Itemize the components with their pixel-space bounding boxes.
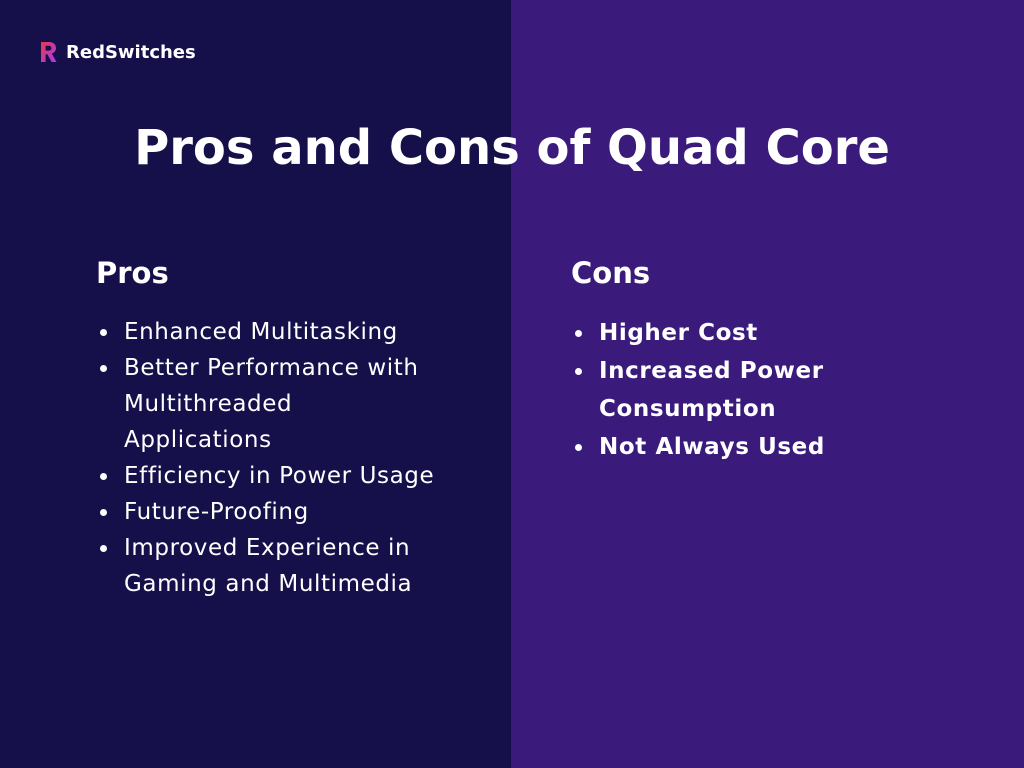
- list-item: Efficiency in Power Usage: [96, 458, 436, 494]
- list-item-text: Better Performance with Multithreaded Ap…: [124, 355, 419, 453]
- list-item-text: Efficiency in Power Usage: [124, 463, 435, 489]
- bullet-icon: [100, 509, 107, 516]
- redswitches-logo-icon: [41, 42, 57, 62]
- page-title: Pros and Cons of Quad Core: [134, 120, 890, 176]
- list-item: Not Always Used: [571, 428, 871, 466]
- list-item: Increased Power Consumption: [571, 352, 871, 428]
- list-item: Higher Cost: [571, 314, 871, 352]
- bullet-icon: [575, 368, 582, 375]
- list-item: Better Performance with Multithreaded Ap…: [96, 350, 436, 458]
- bullet-icon: [100, 365, 107, 372]
- brand-name: RedSwitches: [66, 41, 196, 63]
- bullet-icon: [100, 329, 107, 336]
- pros-column: Pros Enhanced Multitasking Better Perfor…: [96, 254, 456, 597]
- list-item-text: Improved Experience in Gaming and Multim…: [124, 535, 413, 597]
- brand: RedSwitches: [40, 38, 196, 66]
- list-item: Future-Proofing: [96, 494, 436, 530]
- pros-list: Enhanced Multitasking Better Performance…: [96, 314, 436, 602]
- cons-heading: Cons: [571, 256, 651, 290]
- cons-column: Cons Higher Cost Increased Power Consump…: [571, 254, 951, 460]
- right-panel-background: [511, 0, 1024, 768]
- bullet-icon: [100, 545, 107, 552]
- list-item: Enhanced Multitasking: [96, 314, 436, 350]
- list-item-text: Increased Power Consumption: [599, 358, 824, 422]
- list-item: Improved Experience in Gaming and Multim…: [96, 530, 436, 602]
- bullet-icon: [575, 330, 582, 337]
- pros-heading: Pros: [96, 256, 169, 290]
- bullet-icon: [575, 444, 582, 451]
- list-item-text: Higher Cost: [599, 320, 758, 346]
- list-item-text: Enhanced Multitasking: [124, 319, 398, 345]
- list-item-text: Future-Proofing: [124, 499, 309, 525]
- left-panel-background: [0, 0, 511, 768]
- cons-list: Higher Cost Increased Power Consumption …: [571, 314, 871, 466]
- list-item-text: Not Always Used: [599, 434, 825, 460]
- bullet-icon: [100, 473, 107, 480]
